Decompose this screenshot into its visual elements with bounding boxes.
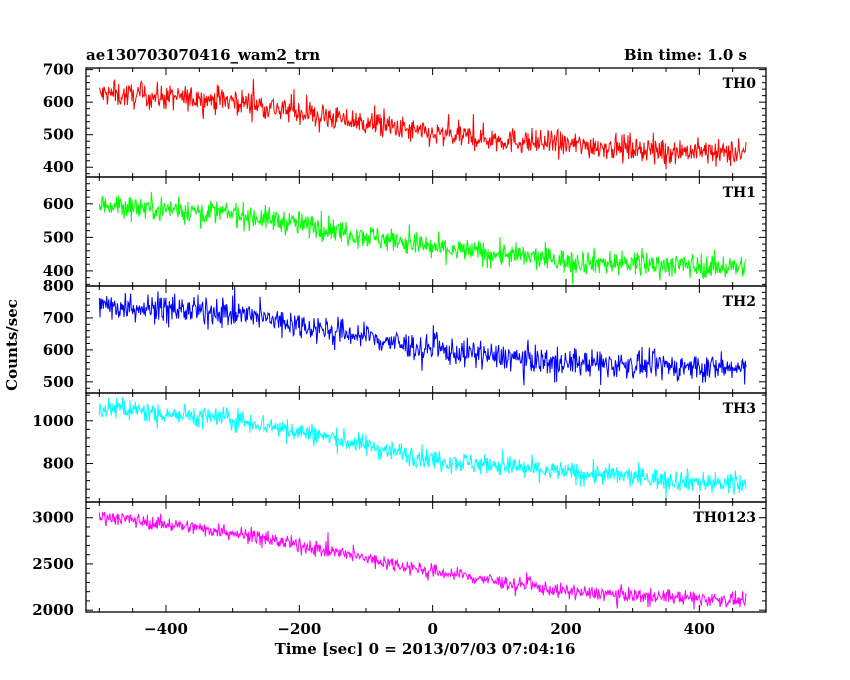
series-line-th0123 bbox=[98, 511, 747, 610]
panel-th0123: 2000 2500 3000 TH0123 bbox=[32, 501, 767, 619]
series-line-th0 bbox=[98, 78, 747, 170]
y-tick-label: 400 bbox=[43, 158, 74, 176]
y-tick-label: 400 bbox=[43, 262, 74, 280]
panel-label-th2: TH2 bbox=[723, 294, 756, 310]
panel-label-th0: TH0 bbox=[723, 76, 757, 92]
panel-label-th0123: TH0123 bbox=[693, 510, 756, 526]
y-tick-label: 800 bbox=[43, 455, 74, 473]
series-line-th2 bbox=[98, 286, 747, 386]
x-tick-label: −200 bbox=[277, 620, 321, 638]
bin-time-label: Bin time: 1.0 s bbox=[624, 46, 747, 64]
panel-label-th1: TH1 bbox=[723, 185, 756, 201]
panel-frame bbox=[85, 176, 767, 287]
x-tick-label: 200 bbox=[550, 620, 581, 638]
y-tick-label: 3000 bbox=[32, 509, 74, 527]
y-tick-label: 600 bbox=[43, 341, 74, 359]
y-tick-label: 2000 bbox=[32, 601, 74, 619]
y-axis-label: Counts/sec bbox=[3, 299, 21, 391]
y-tick-label: 500 bbox=[43, 126, 74, 144]
series-line-th1 bbox=[98, 191, 747, 285]
panels-group: 400 500 600 700 TH0 400 500 600 TH1 500 600 700 800 T… bbox=[32, 61, 767, 619]
y-tick-label: 700 bbox=[43, 61, 74, 79]
panel-label-th3: TH3 bbox=[723, 401, 756, 417]
panel-th2: 500 600 700 800 TH2 bbox=[43, 277, 767, 394]
x-axis-label: Time [sec] 0 = 2013/07/03 07:04:16 bbox=[275, 640, 576, 658]
chart-title: ae130703070416_wam2_trn bbox=[86, 46, 320, 64]
series-line-th3 bbox=[98, 396, 747, 500]
panel-th3: 800 1000 TH3 bbox=[32, 392, 767, 503]
x-tick-label: −400 bbox=[144, 620, 188, 638]
y-tick-label: 1000 bbox=[32, 412, 74, 430]
x-tick-label: 0 bbox=[427, 620, 437, 638]
y-tick-label: 500 bbox=[43, 228, 74, 246]
panel-th0: 400 500 600 700 TH0 bbox=[43, 61, 767, 178]
x-axis: −400 −200 0 200 400 bbox=[144, 620, 715, 638]
y-tick-label: 600 bbox=[43, 93, 74, 111]
y-tick-label: 700 bbox=[43, 309, 74, 327]
y-tick-label: 800 bbox=[43, 277, 74, 295]
panel-frame bbox=[85, 501, 767, 613]
y-tick-label: 600 bbox=[43, 195, 74, 213]
panel-th1: 400 500 600 TH1 bbox=[43, 176, 767, 287]
y-tick-label: 2500 bbox=[32, 555, 74, 573]
y-tick-label: 500 bbox=[43, 373, 74, 391]
x-tick-label: 400 bbox=[684, 620, 715, 638]
